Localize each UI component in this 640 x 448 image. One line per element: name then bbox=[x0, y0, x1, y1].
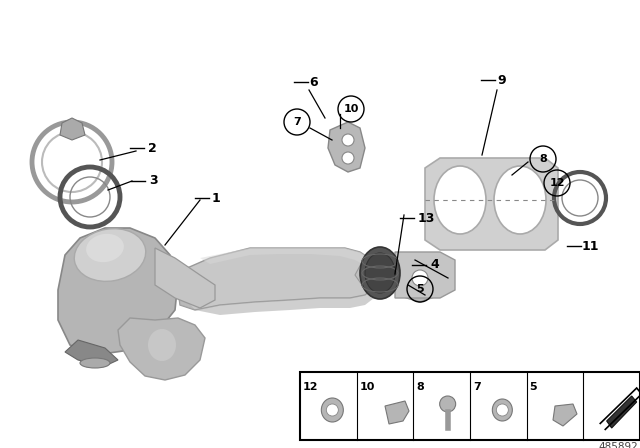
Text: 10: 10 bbox=[360, 382, 375, 392]
Polygon shape bbox=[58, 228, 178, 355]
Ellipse shape bbox=[148, 329, 176, 361]
Text: 5: 5 bbox=[530, 382, 538, 392]
Text: 11: 11 bbox=[582, 240, 600, 253]
Polygon shape bbox=[65, 340, 118, 366]
Text: 13: 13 bbox=[418, 211, 435, 224]
Ellipse shape bbox=[492, 399, 513, 421]
Polygon shape bbox=[393, 255, 445, 302]
Polygon shape bbox=[200, 248, 372, 268]
Polygon shape bbox=[395, 252, 455, 298]
Circle shape bbox=[342, 152, 354, 164]
Text: 9: 9 bbox=[497, 73, 506, 86]
Ellipse shape bbox=[80, 358, 110, 368]
Polygon shape bbox=[355, 258, 395, 290]
Polygon shape bbox=[328, 122, 365, 172]
Text: 10: 10 bbox=[343, 104, 358, 114]
Text: 2: 2 bbox=[148, 142, 157, 155]
Polygon shape bbox=[607, 396, 637, 428]
Ellipse shape bbox=[434, 166, 486, 234]
Circle shape bbox=[497, 404, 508, 416]
Text: 1: 1 bbox=[212, 191, 221, 204]
Text: 12: 12 bbox=[549, 178, 564, 188]
Text: 3: 3 bbox=[149, 175, 157, 188]
Polygon shape bbox=[553, 404, 577, 426]
Ellipse shape bbox=[86, 234, 124, 262]
Polygon shape bbox=[178, 285, 378, 315]
Ellipse shape bbox=[321, 398, 343, 422]
Ellipse shape bbox=[365, 253, 395, 293]
Circle shape bbox=[326, 404, 339, 416]
Text: 6: 6 bbox=[309, 76, 317, 89]
Text: 485892: 485892 bbox=[598, 442, 638, 448]
Text: 12: 12 bbox=[303, 382, 319, 392]
Ellipse shape bbox=[494, 166, 546, 234]
Text: 5: 5 bbox=[416, 284, 424, 294]
FancyBboxPatch shape bbox=[300, 372, 640, 440]
Ellipse shape bbox=[74, 228, 146, 281]
Polygon shape bbox=[178, 248, 378, 310]
Text: 7: 7 bbox=[473, 382, 481, 392]
Polygon shape bbox=[118, 318, 205, 380]
Text: 8: 8 bbox=[417, 382, 424, 392]
Text: 7: 7 bbox=[293, 117, 301, 127]
Circle shape bbox=[412, 270, 428, 286]
Ellipse shape bbox=[360, 247, 400, 299]
Circle shape bbox=[342, 134, 354, 146]
Polygon shape bbox=[385, 401, 409, 424]
Ellipse shape bbox=[440, 396, 456, 412]
Polygon shape bbox=[425, 158, 558, 250]
Text: 8: 8 bbox=[539, 154, 547, 164]
Text: 4: 4 bbox=[430, 258, 439, 271]
Polygon shape bbox=[155, 248, 215, 308]
Polygon shape bbox=[60, 118, 85, 140]
